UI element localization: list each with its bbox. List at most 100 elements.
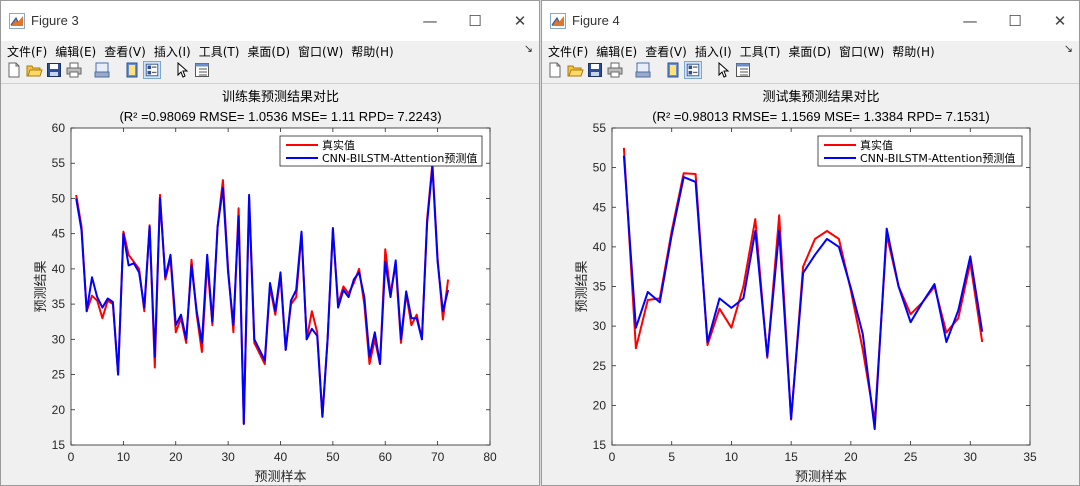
new-figure-icon[interactable] bbox=[5, 61, 23, 79]
print-icon[interactable] bbox=[65, 61, 83, 79]
menu-window[interactable]: 窗口(W) bbox=[298, 45, 344, 59]
matlab-logo-icon bbox=[9, 13, 25, 29]
window-title: Figure 3 bbox=[31, 13, 79, 28]
legend-entry: 真实值 bbox=[860, 138, 893, 152]
x-tick-label: 80 bbox=[483, 450, 497, 464]
figure-canvas: 训练集预测结果对比 (R² =0.98069 RMSE= 1.0536 MSE= … bbox=[1, 84, 539, 485]
close-button[interactable]: ✕ bbox=[513, 12, 527, 30]
y-tick-label: 20 bbox=[593, 398, 607, 412]
x-tick-label: 35 bbox=[1023, 450, 1037, 464]
chart-subtitle: (R² =0.98069 RMSE= 1.0536 MSE= 1.11 RPD=… bbox=[119, 109, 441, 124]
x-tick-label: 0 bbox=[68, 450, 75, 464]
y-tick-label: 15 bbox=[52, 438, 66, 452]
minimize-button[interactable]: — bbox=[422, 12, 438, 30]
x-tick-label: 30 bbox=[964, 450, 978, 464]
toolbar bbox=[542, 59, 1079, 84]
chart-title: 测试集预测结果对比 bbox=[762, 89, 879, 105]
save-icon[interactable] bbox=[586, 61, 604, 79]
plot-svg: 测试集预测结果对比 (R² =0.98013 RMSE= 1.1569 MSE= … bbox=[575, 89, 1037, 485]
menu-edit[interactable]: 编辑(E) bbox=[596, 45, 638, 59]
y-axis-label: 预测结果 bbox=[575, 260, 590, 312]
menu-desktop[interactable]: 桌面(D) bbox=[788, 45, 832, 59]
menu-view[interactable]: 查看(V) bbox=[645, 45, 687, 59]
menu-window[interactable]: 窗口(W) bbox=[839, 45, 885, 59]
menu-help[interactable]: 帮助(H) bbox=[351, 45, 394, 59]
figure-window-4: Figure 4 — ☐ ✕ 文件(F) 编辑(E) 查看(V) 插入(I) 工具(T)… bbox=[541, 0, 1080, 486]
menu-insert[interactable]: 插入(I) bbox=[694, 45, 732, 59]
print-preview-icon[interactable] bbox=[634, 61, 652, 79]
series-line-actual bbox=[75, 162, 450, 425]
y-tick-label: 35 bbox=[593, 280, 607, 294]
save-icon[interactable] bbox=[45, 61, 63, 79]
title-bar[interactable]: Figure 4 — ☐ ✕ bbox=[542, 1, 1079, 41]
menu-file[interactable]: 文件(F) bbox=[548, 45, 589, 59]
show-plot-tools-icon[interactable] bbox=[684, 61, 702, 79]
print-preview-icon[interactable] bbox=[93, 61, 111, 79]
x-tick-label: 20 bbox=[844, 450, 858, 464]
x-tick-label: 5 bbox=[668, 450, 675, 464]
x-tick-label: 10 bbox=[725, 450, 739, 464]
series-line-predicted bbox=[75, 165, 450, 425]
menu-file[interactable]: 文件(F) bbox=[7, 45, 48, 59]
hide-plot-tools-icon[interactable] bbox=[664, 61, 682, 79]
y-tick-label: 55 bbox=[593, 121, 607, 135]
maximize-button[interactable]: ☐ bbox=[1008, 12, 1022, 30]
y-tick-label: 50 bbox=[593, 161, 607, 175]
menu-help[interactable]: 帮助(H) bbox=[892, 45, 935, 59]
x-tick-label: 10 bbox=[117, 450, 131, 464]
x-axis-label: 预测样本 bbox=[795, 470, 847, 485]
series-line-predicted bbox=[622, 155, 984, 431]
y-tick-label: 25 bbox=[593, 359, 607, 373]
matlab-logo-icon bbox=[550, 13, 566, 29]
legend-entry: 真实值 bbox=[322, 138, 355, 152]
close-button[interactable]: ✕ bbox=[1053, 12, 1067, 30]
new-figure-icon[interactable] bbox=[546, 61, 564, 79]
minimize-button[interactable]: — bbox=[962, 12, 978, 30]
menu-view[interactable]: 查看(V) bbox=[104, 45, 146, 59]
edit-plot-icon[interactable] bbox=[714, 61, 732, 79]
y-tick-label: 50 bbox=[52, 191, 66, 205]
open-file-icon[interactable] bbox=[566, 61, 584, 79]
menu-insert[interactable]: 插入(I) bbox=[153, 45, 191, 59]
menu-tools[interactable]: 工具(T) bbox=[739, 45, 781, 59]
x-tick-label: 40 bbox=[274, 450, 288, 464]
property-inspector-icon[interactable] bbox=[193, 61, 211, 79]
chart-subtitle: (R² =0.98013 RMSE= 1.1569 MSE= 1.3384 RP… bbox=[652, 109, 989, 124]
y-tick-label: 45 bbox=[593, 200, 607, 214]
y-tick-label: 40 bbox=[593, 240, 607, 254]
plot-area bbox=[611, 127, 1031, 446]
open-file-icon[interactable] bbox=[25, 61, 43, 79]
x-tick-label: 0 bbox=[609, 450, 616, 464]
show-plot-tools-icon[interactable] bbox=[143, 61, 161, 79]
x-tick-label: 50 bbox=[326, 450, 340, 464]
menu-tools[interactable]: 工具(T) bbox=[198, 45, 240, 59]
menu-overflow-icon[interactable]: ↘ bbox=[523, 42, 533, 55]
title-bar[interactable]: Figure 3 — ☐ ✕ bbox=[1, 1, 539, 41]
y-tick-label: 40 bbox=[52, 262, 66, 276]
menu-edit[interactable]: 编辑(E) bbox=[55, 45, 97, 59]
x-tick-label: 30 bbox=[221, 450, 235, 464]
plot-svg: 训练集预测结果对比 (R² =0.98069 RMSE= 1.0536 MSE= … bbox=[34, 89, 497, 485]
y-tick-label: 30 bbox=[52, 332, 66, 346]
window-title: Figure 4 bbox=[572, 13, 620, 28]
legend-entry: CNN-BILSTM-Attention预测值 bbox=[860, 152, 1015, 165]
edit-plot-icon[interactable] bbox=[173, 61, 191, 79]
property-inspector-icon[interactable] bbox=[734, 61, 752, 79]
y-tick-label: 35 bbox=[52, 297, 66, 311]
x-tick-label: 25 bbox=[904, 450, 918, 464]
y-tick-label: 55 bbox=[52, 156, 66, 170]
chart-title: 训练集预测结果对比 bbox=[222, 89, 339, 105]
print-icon[interactable] bbox=[606, 61, 624, 79]
legend-box bbox=[817, 135, 1023, 167]
hide-plot-tools-icon[interactable] bbox=[123, 61, 141, 79]
menu-desktop[interactable]: 桌面(D) bbox=[247, 45, 291, 59]
menu-bar: 文件(F) 编辑(E) 查看(V) 插入(I) 工具(T) 桌面(D) 窗口(W) 帮助(H)… bbox=[542, 41, 1079, 59]
legend-entry: CNN-BILSTM-Attention预测值 bbox=[322, 152, 477, 165]
x-tick-label: 70 bbox=[431, 450, 445, 464]
maximize-button[interactable]: ☐ bbox=[468, 12, 482, 30]
menu-overflow-icon[interactable]: ↘ bbox=[1063, 42, 1073, 55]
y-tick-label: 25 bbox=[52, 368, 66, 382]
x-tick-label: 20 bbox=[169, 450, 183, 464]
y-axis-label: 预测结果 bbox=[34, 260, 49, 312]
x-tick-label: 15 bbox=[784, 450, 798, 464]
